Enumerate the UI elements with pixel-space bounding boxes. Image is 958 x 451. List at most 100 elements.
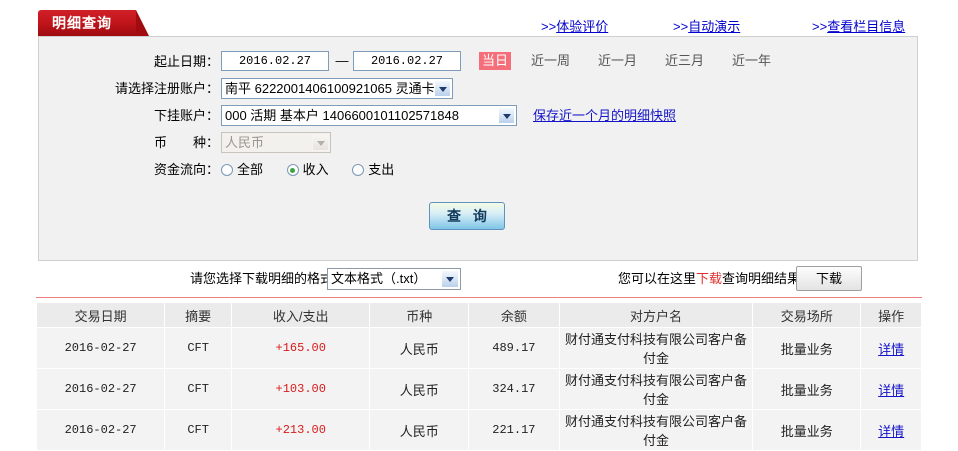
link-arrow-prefix: >> [673, 19, 689, 34]
date-end-input[interactable]: 2016.02.27 [353, 51, 461, 71]
download-button[interactable]: 下载 [796, 266, 862, 291]
column-header-abstract: 摘要 [164, 302, 232, 328]
fund-flow-radio-group: 全部 收入 支出 [221, 159, 414, 181]
form-row-fund-flow: 资金流向： 全部 收入 支出 [39, 159, 917, 183]
link-view-column-info[interactable]: >>查看栏目信息 [812, 16, 905, 35]
detail-link[interactable]: 详情 [878, 382, 905, 398]
column-header-date: 交易日期 [35, 302, 166, 328]
column-header-operation: 操作 [860, 302, 922, 328]
date-range-label: 起止日期： [153, 54, 219, 69]
radio-label: 收入 [302, 162, 329, 177]
cell-place: 批量业务 [752, 409, 862, 451]
cell-balance: 324.17 [468, 368, 560, 410]
form-row-sub-account: 下挂账户： 000 活期 基本户 1406600101102571848 保存近… [39, 105, 917, 129]
currency-label: 币 种： [119, 132, 219, 154]
cell-place: 批量业务 [752, 327, 862, 369]
cell-counterparty: 财付通支付科技有限公司客户备付金 [558, 327, 754, 369]
quick-range-month[interactable]: 近一月 [598, 53, 638, 68]
register-account-label: 请选择注册账户： [114, 81, 219, 96]
table-row: 2016-02-27 CFT +165.00 人民币 489.17 财付通支付科… [35, 327, 922, 369]
download-format-label: 请您选择下载明细的格式 [190, 271, 334, 286]
download-hint-highlight: 下载 [696, 271, 723, 286]
form-row-register-account: 请选择注册账户： 南平 6222001406100921065 灵通卡 [39, 78, 917, 102]
link-arrow-prefix: >> [812, 19, 828, 34]
link-auto-demo[interactable]: >>自动演示 [673, 16, 740, 35]
link-label[interactable]: 体验评价 [556, 19, 609, 34]
link-experience-rating[interactable]: >>体验评价 [541, 16, 608, 35]
currency-label-part-a: 币 [153, 135, 167, 150]
quick-range-year[interactable]: 近一年 [732, 53, 772, 68]
cell-counterparty: 财付通支付科技有限公司客户备付金 [558, 409, 754, 451]
radio-option-all[interactable]: 全部 [221, 159, 263, 181]
chevron-down-icon[interactable] [498, 107, 515, 124]
download-format-value: 文本格式（.txt） [331, 271, 427, 286]
register-account-value: 南平 6222001406100921065 灵通卡 [225, 81, 435, 96]
quick-range-today[interactable]: 当日 [479, 52, 512, 70]
tab-detail-query[interactable]: 明细查询 [38, 10, 149, 36]
link-label[interactable]: 自动演示 [688, 19, 741, 34]
radio-option-income[interactable]: 收入 [286, 159, 329, 181]
chevron-down-icon[interactable] [434, 80, 451, 97]
link-label[interactable]: 查看栏目信息 [827, 19, 906, 34]
sub-account-value: 000 活期 基本户 1406600101102571848 [225, 108, 459, 123]
query-form-panel: 起止日期： 2016.02.27 — 2016.02.27 当日 近一周 近一月… [38, 36, 918, 261]
radio-icon[interactable] [352, 164, 365, 176]
download-hint-suffix: 查询明细结果 [722, 271, 801, 286]
radio-option-expense[interactable]: 支出 [352, 159, 394, 181]
detail-link[interactable]: 详情 [878, 341, 905, 357]
fund-flow-label: 资金流向： [153, 162, 219, 177]
link-arrow-prefix: >> [541, 19, 557, 34]
cell-currency: 人民币 [369, 368, 470, 410]
date-range-dash: — [335, 53, 349, 68]
cell-currency: 人民币 [369, 409, 470, 451]
query-button[interactable]: 查 询 [429, 202, 505, 230]
table-header-row: 交易日期 摘要 收入/支出 币种 余额 对方户名 交易场所 操作 [35, 302, 922, 328]
column-header-currency: 币种 [369, 302, 470, 328]
column-header-counterparty: 对方户名 [558, 302, 754, 328]
column-header-amount: 收入/支出 [230, 302, 371, 328]
quick-range-three-months[interactable]: 近三月 [665, 53, 705, 68]
download-format-select[interactable]: 文本格式（.txt） [327, 268, 461, 290]
date-start-input[interactable]: 2016.02.27 [221, 51, 329, 71]
cell-date: 2016-02-27 [35, 368, 166, 410]
cell-place: 批量业务 [752, 368, 862, 410]
quick-range-week[interactable]: 近一周 [531, 53, 571, 68]
download-hint-prefix: 您可以在这里 [618, 271, 697, 286]
cell-counterparty: 财付通支付科技有限公司客户备付金 [558, 368, 754, 410]
save-monthly-snapshot-link[interactable]: 保存近一个月的明细快照 [533, 108, 677, 123]
register-account-select[interactable]: 南平 6222001406100921065 灵通卡 [221, 78, 453, 99]
radio-label: 全部 [237, 162, 264, 177]
download-bar: 请您选择下载明细的格式 文本格式（.txt） 您可以在这里下载查询明细结果 下载 [0, 266, 958, 292]
table-row: 2016-02-27 CFT +103.00 人民币 324.17 财付通支付科… [35, 368, 922, 410]
currency-label-part-b: 种： [192, 135, 219, 150]
table-top-divider [36, 297, 922, 298]
chevron-down-icon [312, 134, 329, 151]
cell-date: 2016-02-27 [35, 409, 166, 451]
sub-account-label: 下挂账户： [153, 108, 219, 123]
cell-operation[interactable]: 详情 [860, 409, 922, 451]
cell-amount: +213.00 [230, 409, 371, 451]
cell-date: 2016-02-27 [35, 327, 166, 369]
download-hint: 您可以在这里下载查询明细结果 [618, 270, 800, 288]
cell-operation[interactable]: 详情 [860, 368, 922, 410]
radio-icon-selected[interactable] [286, 164, 299, 176]
radio-icon[interactable] [221, 164, 233, 176]
table-row: 2016-02-27 CFT +213.00 人民币 221.17 财付通支付科… [35, 409, 922, 451]
cell-abstract: CFT [164, 368, 232, 410]
top-link-bar: >>体验评价 >>自动演示 >>查看栏目信息 [0, 8, 958, 34]
chevron-down-icon[interactable] [441, 270, 459, 288]
cell-currency: 人民币 [369, 327, 470, 369]
radio-label: 支出 [368, 162, 395, 177]
form-row-currency: 币 种： 人民币 [39, 132, 917, 156]
column-header-place: 交易场所 [752, 302, 862, 328]
detail-link[interactable]: 详情 [878, 423, 905, 439]
cell-balance: 489.17 [468, 327, 560, 369]
cell-abstract: CFT [164, 409, 232, 451]
column-header-balance: 余额 [468, 302, 560, 328]
transaction-table: 交易日期 摘要 收入/支出 币种 余额 对方户名 交易场所 操作 2016-02… [35, 302, 922, 451]
cell-balance: 221.17 [468, 409, 560, 451]
sub-account-select[interactable]: 000 活期 基本户 1406600101102571848 [221, 105, 517, 126]
cell-operation[interactable]: 详情 [860, 327, 922, 369]
currency-select: 人民币 [221, 132, 331, 153]
cell-amount: +165.00 [230, 327, 371, 369]
